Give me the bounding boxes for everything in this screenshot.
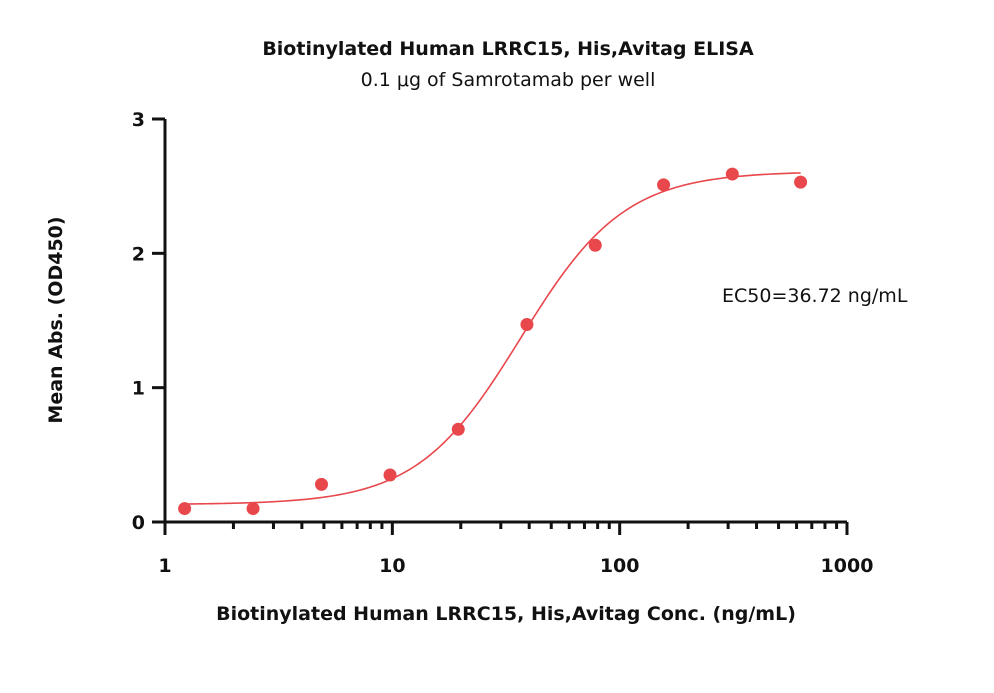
data-point [725,167,739,181]
data-point [315,477,329,491]
data-point [657,178,671,192]
x-tick-label: 1000 [821,555,874,577]
x-ticks: 1 10 100 1000 [158,522,873,577]
x-tick-label: 1 [158,555,171,577]
x-axis-label: Biotinylated Human LRRC15, His,Avitag Co… [216,603,796,625]
y-tick-label: 2 [132,243,145,265]
y-axis-label: Mean Abs. (OD450) [45,216,67,423]
data-point [383,468,397,482]
y-ticks: 0 1 2 3 [132,109,165,534]
fit-curve [184,172,801,505]
ec50-annotation: EC50=36.72 ng/mL [722,285,908,307]
x-tick-label: 100 [600,555,640,577]
data-point [520,318,534,332]
x-tick-label: 10 [379,555,405,577]
y-tick-label: 1 [132,378,145,400]
data-points [178,167,808,516]
data-point [451,422,465,436]
y-tick-label: 0 [132,512,145,534]
data-point [246,502,260,516]
data-point [178,502,192,516]
y-tick-label: 3 [132,109,145,131]
chart-subtitle: 0.1 μg of Samrotamab per well [361,69,656,91]
data-point [794,175,808,189]
chart-title: Biotinylated Human LRRC15, His,Avitag EL… [262,38,754,60]
axes [163,119,847,524]
data-point [588,238,602,252]
